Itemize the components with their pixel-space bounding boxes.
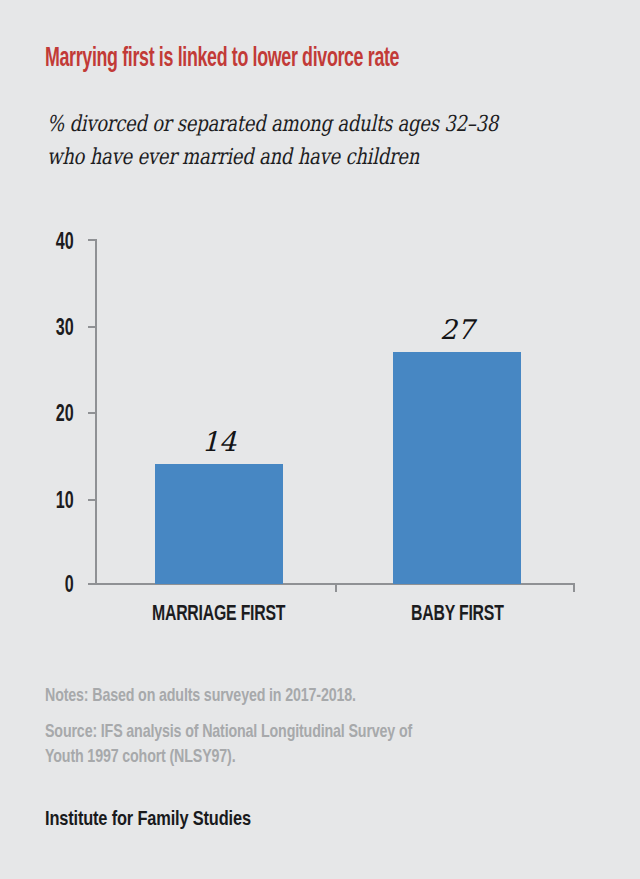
x-axis-tick-middle: [335, 585, 337, 592]
y-axis-tick-40: [88, 239, 97, 241]
chart-subtitle-line-1: % divorced or separated among adults age…: [47, 107, 555, 140]
source-text: Source: IFS analysis of National Longitu…: [45, 719, 585, 768]
brand-footer: Institute for Family Studies: [45, 806, 445, 832]
y-axis-tick-30: [88, 326, 97, 328]
source-text-line-1: Source: IFS analysis of National Longitu…: [45, 719, 585, 744]
brand-footer-text: Institute for Family Studies: [45, 806, 251, 830]
chart-subtitle: % divorced or separated among adults age…: [47, 107, 555, 173]
bar-value-marriage-first: 14: [155, 424, 283, 460]
y-axis-tick-label-0-text: 0: [65, 571, 74, 597]
x-axis-label-marriage-first: MARRIAGE FIRST: [119, 600, 319, 626]
bar-value-baby-first: 27: [393, 312, 521, 348]
x-axis-tick-right: [573, 585, 575, 592]
y-axis-tick-label-30: 30: [30, 314, 74, 340]
y-axis-tick-label-10: 10: [30, 487, 74, 513]
y-axis-tick-label-0: 0: [30, 571, 74, 597]
y-axis-tick-10: [88, 499, 97, 501]
bar-marriage-first: [155, 464, 283, 584]
bar-baby-first: [393, 352, 521, 584]
chart-title: Marrying first is linked to lower divorc…: [45, 42, 605, 82]
y-axis-tick-label-40-text: 40: [56, 228, 74, 254]
x-axis-label-marriage-first-text: MARRIAGE FIRST: [152, 600, 285, 626]
y-axis-tick-label-10-text: 10: [56, 487, 74, 513]
y-axis-tick-label-30-text: 30: [56, 314, 74, 340]
y-axis-tick-label-20: 20: [30, 400, 74, 426]
y-axis-tick-20: [88, 412, 97, 414]
chart-title-text: Marrying first is linked to lower divorc…: [45, 42, 399, 73]
y-axis-tick-label-20-text: 20: [56, 400, 74, 426]
x-axis-label-baby-first: BABY FIRST: [357, 600, 557, 626]
y-axis-tick-label-40: 40: [30, 228, 74, 254]
notes-text: Notes: Based on adults surveyed in 2017-…: [45, 684, 585, 706]
chart-subtitle-line-2: who have ever married and have children: [47, 140, 555, 173]
source-text-line-2: Youth 1997 cohort (NLSY97).: [45, 744, 585, 769]
x-axis-label-baby-first-text: BABY FIRST: [411, 600, 504, 626]
